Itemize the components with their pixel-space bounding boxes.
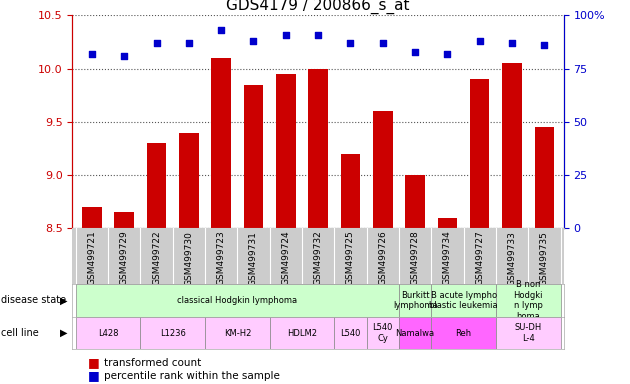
Text: GSM499729: GSM499729 [120, 231, 129, 285]
Text: transformed count: transformed count [104, 358, 201, 368]
Text: L540: L540 [340, 329, 360, 338]
Bar [438, 218, 457, 228]
Text: ■: ■ [88, 369, 100, 382]
Point [87, 51, 97, 57]
Bar [503, 63, 522, 228]
Bar [432, 284, 496, 317]
Point [539, 42, 549, 48]
Text: Namalwa: Namalwa [396, 329, 435, 338]
Text: percentile rank within the sample: percentile rank within the sample [104, 371, 280, 381]
Text: ■: ■ [88, 356, 100, 369]
Bar [399, 317, 432, 349]
Text: GSM499731: GSM499731 [249, 231, 258, 286]
Point [475, 38, 485, 44]
Bar [82, 207, 101, 228]
Bar [76, 317, 140, 349]
Text: L428: L428 [98, 329, 118, 338]
Bar [406, 175, 425, 228]
Bar [470, 79, 490, 228]
Point [378, 40, 388, 46]
Point [216, 27, 226, 33]
Text: Reh: Reh [455, 329, 472, 338]
Text: GSM499732: GSM499732 [314, 231, 323, 285]
Point [151, 40, 161, 46]
Text: GSM499721: GSM499721 [88, 231, 96, 285]
Point [281, 31, 291, 38]
Text: GSM499734: GSM499734 [443, 231, 452, 285]
Point [410, 48, 420, 55]
Bar [496, 317, 561, 349]
Text: GSM499725: GSM499725 [346, 231, 355, 285]
Text: ▶: ▶ [60, 295, 67, 305]
Text: Burkitt
lymphoma: Burkitt lymphoma [393, 291, 437, 310]
Bar [205, 317, 270, 349]
Point [313, 31, 323, 38]
Point [184, 40, 194, 46]
Text: GSM499724: GSM499724 [282, 231, 290, 285]
Text: GSM499733: GSM499733 [508, 231, 517, 286]
Bar [244, 84, 263, 228]
Text: SU-DH
L-4: SU-DH L-4 [515, 323, 542, 343]
Bar [535, 127, 554, 228]
Bar [341, 154, 360, 228]
Point [248, 38, 258, 44]
Text: KM-H2: KM-H2 [224, 329, 251, 338]
Bar [335, 317, 367, 349]
Bar [179, 132, 198, 228]
Text: cell line: cell line [1, 328, 38, 338]
Text: GSM499726: GSM499726 [378, 231, 387, 285]
Text: GSM499727: GSM499727 [475, 231, 484, 285]
Point [345, 40, 355, 46]
Bar [212, 58, 231, 228]
Title: GDS4179 / 200866_s_at: GDS4179 / 200866_s_at [226, 0, 410, 14]
Bar [276, 74, 295, 228]
Bar [76, 284, 399, 317]
Bar [496, 284, 561, 317]
Bar [270, 317, 335, 349]
Point [119, 53, 129, 59]
Bar [147, 143, 166, 228]
Bar [140, 317, 205, 349]
Text: L1236: L1236 [160, 329, 186, 338]
Bar [373, 111, 392, 228]
Text: GSM499728: GSM499728 [411, 231, 420, 285]
Bar [432, 317, 496, 349]
Point [507, 40, 517, 46]
Text: GSM499722: GSM499722 [152, 231, 161, 285]
Text: L540
Cy: L540 Cy [372, 323, 393, 343]
Text: ▶: ▶ [60, 328, 67, 338]
Bar [115, 212, 134, 228]
Text: GSM499735: GSM499735 [540, 231, 549, 286]
Text: B acute lympho
blastic leukemia: B acute lympho blastic leukemia [429, 291, 498, 310]
Bar [399, 284, 432, 317]
Text: disease state: disease state [1, 295, 66, 305]
Point [442, 51, 452, 57]
Text: B non
Hodgki
n lymp
homa: B non Hodgki n lymp homa [513, 280, 543, 321]
Bar [309, 69, 328, 228]
Text: GSM499723: GSM499723 [217, 231, 226, 285]
Bar [367, 317, 399, 349]
Text: GSM499730: GSM499730 [185, 231, 193, 286]
Text: HDLM2: HDLM2 [287, 329, 317, 338]
Text: classical Hodgkin lymphoma: classical Hodgkin lymphoma [177, 296, 297, 305]
